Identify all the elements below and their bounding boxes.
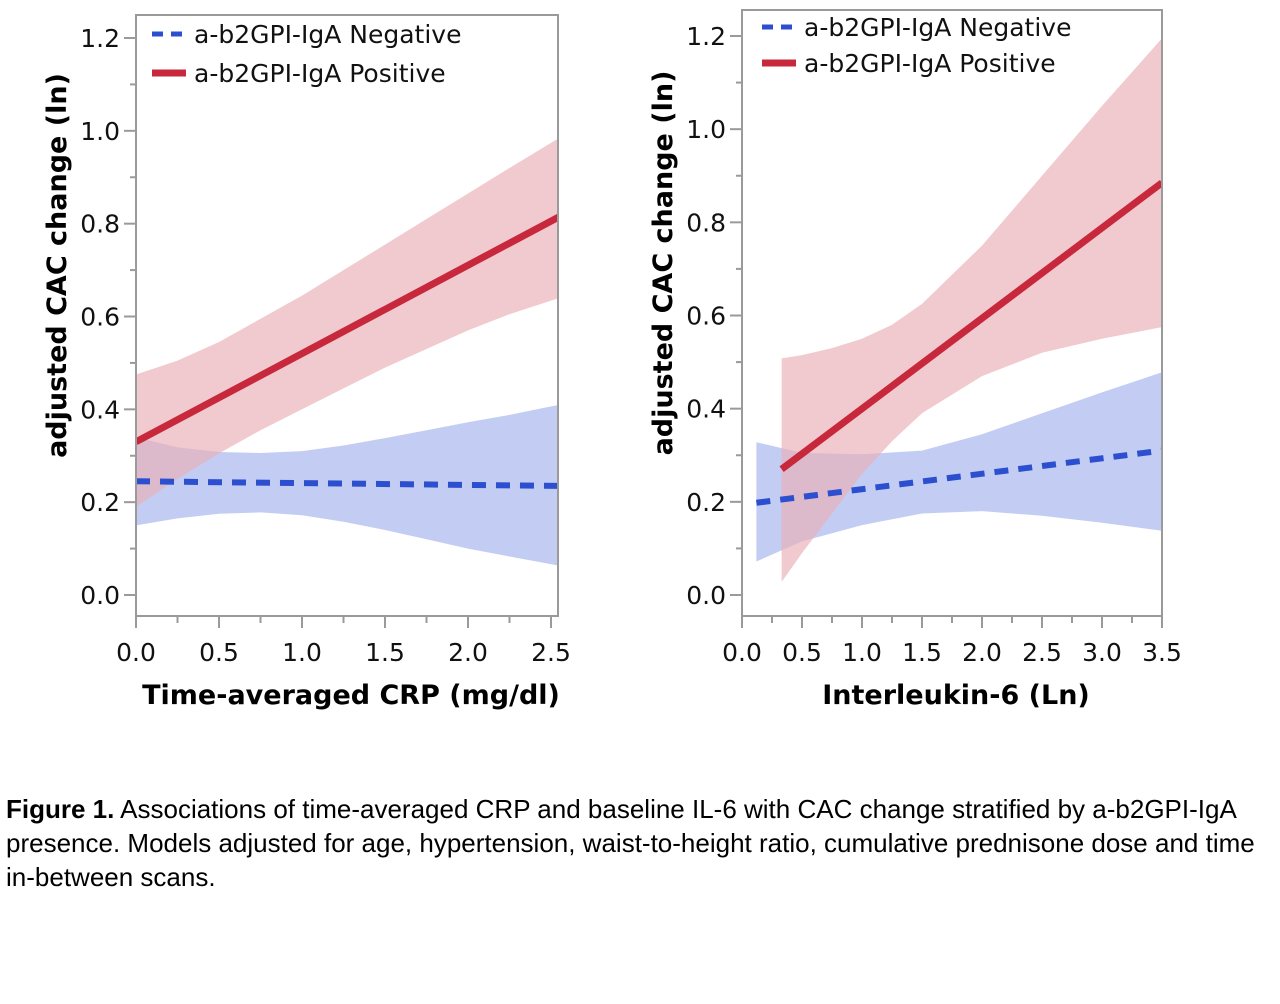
caption-label: Figure 1.: [6, 794, 115, 824]
y-tick-label: 1.2: [686, 22, 726, 51]
y-axis-title: adjusted CAC change (ln): [42, 73, 73, 458]
positive-fit-line: [779, 179, 1162, 473]
figure-caption: Figure 1. Associations of time-averaged …: [6, 792, 1276, 894]
caption-text: Associations of time-averaged CRP and ba…: [6, 794, 1255, 892]
y-tick-label: 0.0: [686, 581, 726, 610]
x-tick-label: 2.0: [962, 638, 1002, 667]
legend-positive-label: a-b2GPI-IgA Positive: [804, 49, 1056, 78]
legend-negative-label: a-b2GPI-IgA Negative: [804, 13, 1071, 42]
x-tick-label: 2.5: [1022, 638, 1062, 667]
x-tick-label: 0.0: [722, 638, 762, 667]
legend-negative-label: a-b2GPI-IgA Negative: [194, 20, 461, 49]
y-tick-label: 0.6: [686, 302, 726, 331]
x-tick-label: 1.0: [842, 638, 882, 667]
panel-crp: 0.0 0.2 0.4 0.6 0.8 1.0 1.2 0.0 0.5 1.0 1.5 2.0 2.5 T…: [42, 14, 571, 711]
plot-area: [756, 38, 1162, 583]
y-tick-label: 0.8: [80, 210, 120, 239]
x-tick-label: 1.5: [365, 638, 405, 667]
plot-area: [136, 138, 558, 566]
x-tick-label: 3.0: [1082, 638, 1122, 667]
legend-positive-label: a-b2GPI-IgA Positive: [194, 59, 446, 88]
negative-fit-line: [756, 447, 1162, 506]
y-tick-label: 1.0: [686, 115, 726, 144]
x-axis-title: Interleukin-6 (Ln): [822, 680, 1090, 711]
x-tick-label: 0.5: [782, 638, 822, 667]
y-tick-label: 0.4: [80, 395, 120, 424]
positive-fit-line: [136, 213, 558, 445]
figure: 0.0 0.2 0.4 0.6 0.8 1.0 1.2 0.0 0.5 1.0 1.5 2.0 2.5 T…: [42, 9, 1182, 711]
positive-ci-band: [136, 138, 558, 507]
x-tick-label: 2.5: [531, 638, 571, 667]
y-tick-label: 0.0: [80, 581, 120, 610]
x-tick-label: 0.5: [199, 638, 239, 667]
x-tick-label: 1.5: [902, 638, 942, 667]
x-tick-label: 0.0: [116, 638, 156, 667]
x-tick-label: 2.0: [448, 638, 488, 667]
y-tick-label: 0.8: [686, 208, 726, 237]
y-tick-label: 0.2: [80, 488, 120, 517]
y-tick-label: 1.0: [80, 117, 120, 146]
y-tick-label: 0.6: [80, 303, 120, 332]
y-tick-label: 1.2: [80, 24, 120, 53]
y-axis-title: adjusted CAC change (ln): [648, 71, 679, 456]
y-tick-label: 0.2: [686, 488, 726, 517]
x-axis-title: Time-averaged CRP (mg/dl): [142, 680, 560, 711]
negative-ci-band: [136, 404, 558, 566]
negative-ci-band: [756, 372, 1162, 562]
panel-il6: 0.0 0.2 0.4 0.6 0.8 1.0 1.2 0.0 0.5 1.0 1.5 2.0 2.5 3…: [648, 9, 1182, 711]
y-tick-label: 0.4: [686, 395, 726, 424]
positive-ci-band: [781, 38, 1162, 583]
x-tick-label: 3.5: [1142, 638, 1182, 667]
x-tick-label: 1.0: [282, 638, 322, 667]
